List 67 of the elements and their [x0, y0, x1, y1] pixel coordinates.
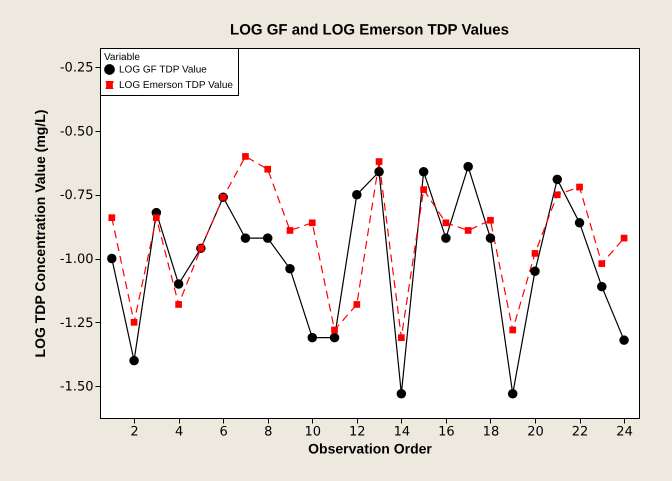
point: [530, 266, 540, 276]
point: [398, 334, 405, 341]
point: [374, 167, 384, 176]
point: [107, 254, 117, 264]
y-tick-label: -1.25: [60, 316, 94, 331]
point: [598, 260, 606, 267]
point: [418, 167, 428, 176]
x-tick-label: 14: [394, 424, 410, 440]
x-axis-title: Observation Order: [308, 440, 432, 456]
point: [242, 153, 249, 160]
chart-title: LOG GF and LOG Emerson TDP Values: [230, 22, 509, 38]
x-tick-label: 12: [349, 424, 366, 440]
point: [108, 214, 116, 222]
point: [552, 174, 562, 184]
y-tick-label: -0.50: [60, 124, 94, 140]
legend-title: Variable: [104, 52, 140, 63]
y-axis-title: LOG TDP Concentration Value (mg/L): [32, 110, 48, 358]
x-tick-label: 16: [438, 424, 455, 440]
legend-label: LOG GF TDP Value: [119, 64, 208, 76]
y-tick-label: -0.75: [60, 188, 94, 204]
x-tick-label: 10: [304, 424, 322, 440]
legend-label: LOG Emerson TDP Value: [119, 80, 234, 91]
point: [441, 233, 451, 243]
y-tick-label: -0.25: [60, 60, 94, 76]
x-tick-label: 22: [572, 424, 588, 440]
x-tick-label: 6: [220, 424, 228, 440]
point: [240, 233, 250, 243]
point: [396, 389, 406, 398]
point: [174, 279, 184, 289]
point: [308, 332, 317, 342]
point: [619, 335, 629, 345]
point: [353, 301, 360, 308]
point: [308, 219, 316, 226]
point: [331, 326, 338, 334]
x-tick-label: 18: [482, 424, 500, 440]
point: [175, 301, 182, 308]
point: [487, 216, 494, 224]
point: [352, 190, 362, 200]
y-tick-label: -1.50: [60, 380, 94, 395]
point: [262, 233, 272, 243]
point: [532, 250, 538, 257]
y-tick-label: -1.00: [60, 252, 94, 268]
point: [130, 318, 138, 326]
point: [264, 166, 272, 173]
point: [576, 184, 583, 190]
point: [597, 282, 607, 292]
x-tick-label: 8: [264, 424, 272, 440]
point: [330, 332, 340, 342]
point: [376, 158, 382, 165]
point: [464, 227, 472, 234]
x-tick-label: 4: [174, 424, 184, 440]
point: [463, 162, 473, 172]
point: [152, 214, 160, 222]
point: [420, 186, 427, 193]
point: [620, 234, 628, 242]
point: [554, 191, 561, 198]
point: [286, 227, 294, 234]
point: [442, 219, 450, 226]
point: [285, 264, 295, 274]
x-tick-label: 24: [616, 424, 633, 440]
point: [486, 233, 496, 243]
point: [509, 326, 516, 334]
point: [574, 218, 584, 228]
x-tick-label: 20: [527, 424, 544, 440]
point: [508, 389, 518, 398]
point: [129, 356, 139, 366]
x-tick-label: 2: [130, 424, 139, 440]
